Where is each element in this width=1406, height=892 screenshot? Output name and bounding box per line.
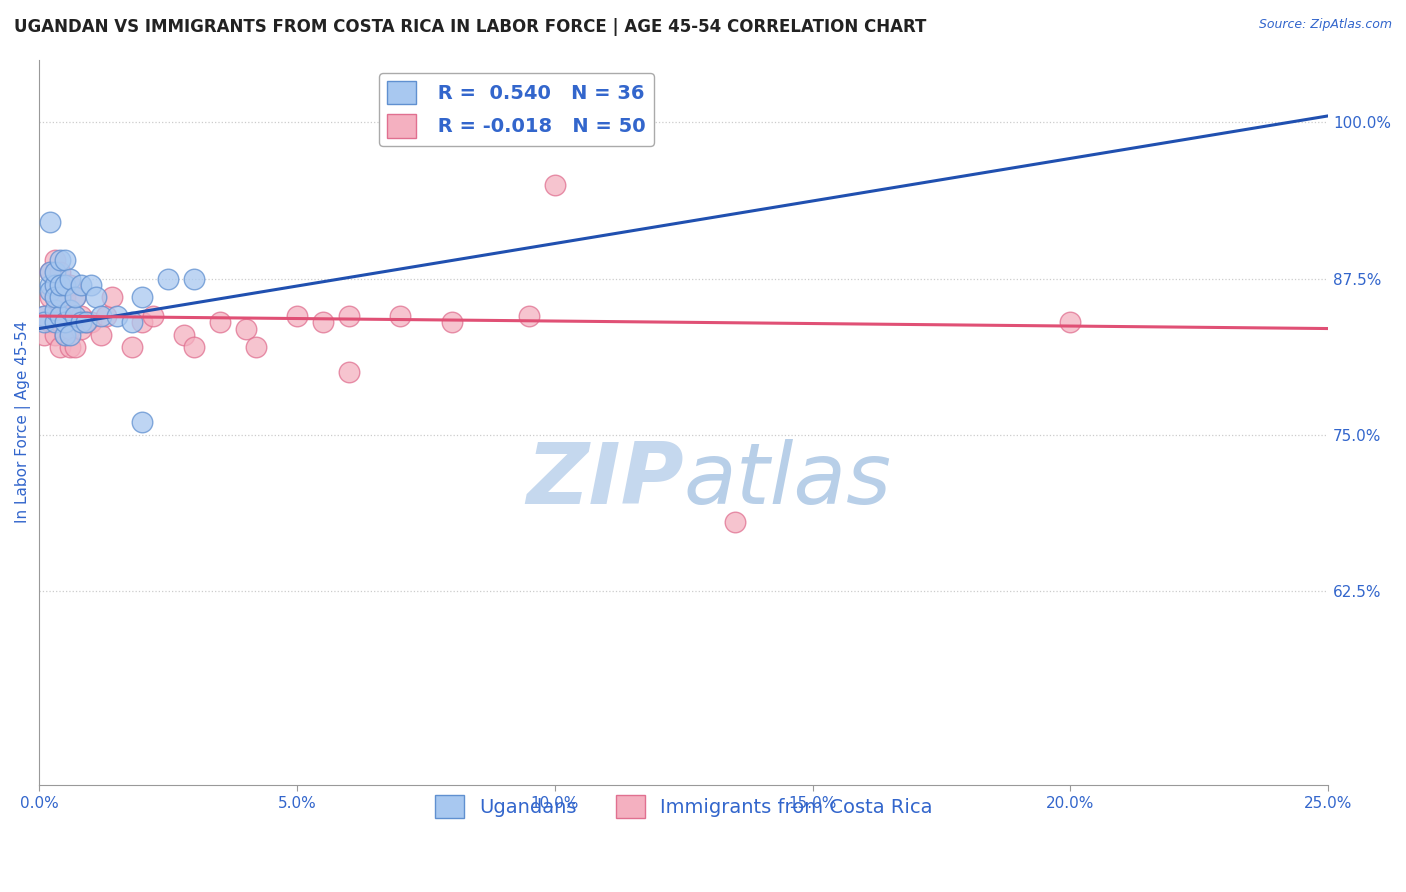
- Point: [90, 309, 112, 323]
- Point: [53, 309, 76, 323]
- Point: [285, 309, 308, 323]
- Point: [75, 315, 97, 329]
- Point: [34, 315, 56, 329]
- Point: [337, 365, 360, 379]
- Point: [49, 252, 72, 267]
- Point: [440, 315, 463, 329]
- Point: [34, 309, 56, 323]
- Point: [131, 290, 153, 304]
- Point: [38, 215, 60, 229]
- Text: atlas: atlas: [683, 439, 891, 522]
- Point: [44, 309, 66, 323]
- Point: [44, 277, 66, 292]
- Point: [44, 290, 66, 304]
- Point: [65, 340, 87, 354]
- Point: [53, 252, 76, 267]
- Point: [44, 302, 66, 317]
- Point: [44, 315, 66, 329]
- Point: [65, 309, 87, 323]
- Point: [38, 290, 60, 304]
- Point: [49, 302, 72, 317]
- Point: [53, 327, 76, 342]
- Point: [157, 271, 180, 285]
- Point: [1059, 315, 1081, 329]
- Point: [49, 309, 72, 323]
- Point: [34, 309, 56, 323]
- Point: [100, 290, 122, 304]
- Point: [38, 284, 60, 298]
- Point: [235, 321, 257, 335]
- Point: [69, 309, 91, 323]
- Point: [59, 327, 82, 342]
- Point: [44, 327, 66, 342]
- Point: [59, 302, 82, 317]
- Point: [96, 309, 118, 323]
- Point: [131, 415, 153, 429]
- Point: [38, 277, 60, 292]
- Text: UGANDAN VS IMMIGRANTS FROM COSTA RICA IN LABOR FORCE | AGE 45-54 CORRELATION CHA: UGANDAN VS IMMIGRANTS FROM COSTA RICA IN…: [14, 18, 927, 36]
- Point: [69, 321, 91, 335]
- Point: [59, 277, 82, 292]
- Point: [131, 315, 153, 329]
- Point: [53, 290, 76, 304]
- Text: Source: ZipAtlas.com: Source: ZipAtlas.com: [1258, 18, 1392, 31]
- Point: [49, 277, 72, 292]
- Point: [312, 315, 335, 329]
- Point: [245, 340, 267, 354]
- Point: [121, 340, 143, 354]
- Point: [84, 290, 107, 304]
- Point: [65, 290, 87, 304]
- Point: [90, 327, 112, 342]
- Point: [183, 340, 205, 354]
- Point: [142, 309, 165, 323]
- Point: [69, 315, 91, 329]
- Y-axis label: In Labor Force | Age 45-54: In Labor Force | Age 45-54: [15, 321, 31, 524]
- Point: [44, 252, 66, 267]
- Point: [53, 327, 76, 342]
- Point: [105, 309, 128, 323]
- Point: [49, 290, 72, 304]
- Point: [49, 265, 72, 279]
- Point: [121, 315, 143, 329]
- Point: [75, 315, 97, 329]
- Point: [38, 265, 60, 279]
- Point: [59, 302, 82, 317]
- Point: [34, 327, 56, 342]
- Point: [53, 315, 76, 329]
- Point: [80, 315, 103, 329]
- Point: [80, 277, 103, 292]
- Text: ZIP: ZIP: [526, 439, 683, 522]
- Legend: Ugandans, Immigrants from Costa Rica: Ugandans, Immigrants from Costa Rica: [427, 787, 941, 826]
- Point: [49, 340, 72, 354]
- Point: [517, 309, 540, 323]
- Point: [544, 178, 567, 192]
- Point: [59, 340, 82, 354]
- Point: [38, 315, 60, 329]
- Point: [38, 265, 60, 279]
- Point: [173, 327, 195, 342]
- Point: [49, 315, 72, 329]
- Point: [44, 265, 66, 279]
- Point: [44, 290, 66, 304]
- Point: [59, 321, 82, 335]
- Point: [59, 271, 82, 285]
- Point: [49, 277, 72, 292]
- Point: [389, 309, 412, 323]
- Point: [337, 309, 360, 323]
- Point: [44, 277, 66, 292]
- Point: [65, 290, 87, 304]
- Point: [724, 516, 747, 530]
- Point: [53, 277, 76, 292]
- Point: [183, 271, 205, 285]
- Point: [69, 277, 91, 292]
- Point: [65, 309, 87, 323]
- Point: [208, 315, 231, 329]
